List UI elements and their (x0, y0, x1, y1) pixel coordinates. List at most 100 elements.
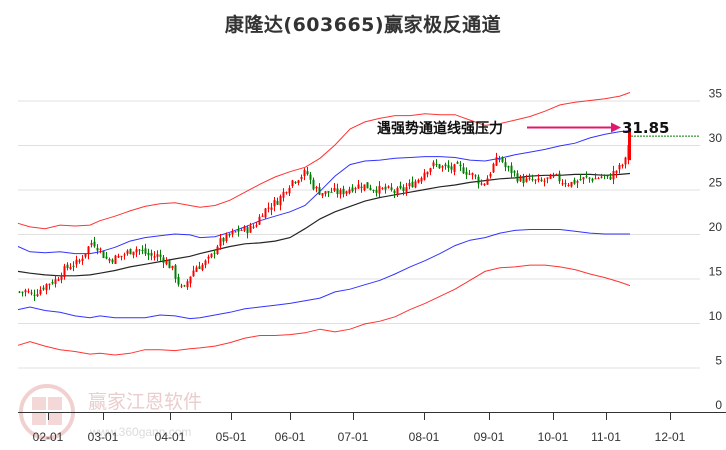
candle-body (270, 207, 273, 210)
candle-body (510, 165, 513, 174)
candle-body (123, 254, 126, 256)
candle-body (354, 188, 357, 190)
lower-inner-band (17, 229, 630, 320)
gridlines (18, 100, 700, 369)
candle-body (165, 260, 168, 265)
candle-body (570, 181, 573, 187)
candle-body (471, 173, 474, 176)
candle-body (435, 163, 438, 165)
y-tick-label: 10 (709, 309, 723, 323)
candle-body (429, 168, 432, 172)
candle-body (108, 258, 111, 261)
candle-body (303, 170, 306, 177)
candle-body (390, 187, 393, 190)
y-tick-label: 15 (709, 265, 723, 279)
candle-body (573, 179, 576, 184)
candle-body (522, 177, 525, 183)
candle-body (258, 216, 261, 225)
candle-body (291, 180, 294, 186)
candle-body (537, 178, 540, 181)
candle-body (177, 276, 180, 285)
candle-body (600, 176, 603, 178)
candle-body (591, 178, 594, 181)
candle-body (237, 229, 240, 232)
candle-body (150, 252, 153, 256)
candle-body (204, 260, 207, 265)
candle-body (126, 250, 129, 254)
candle-body (432, 162, 435, 167)
candle-body (135, 249, 138, 253)
candle-body (111, 259, 114, 263)
candle-body (267, 207, 270, 209)
candle-body (426, 171, 429, 175)
candle-body (216, 246, 219, 255)
candle-body (84, 253, 87, 257)
candle-body (609, 176, 612, 180)
candle-body (279, 196, 282, 206)
x-tick-label: 04-01 (155, 430, 186, 444)
candle-body (366, 182, 369, 189)
candle-body (249, 225, 252, 233)
candle-body (42, 287, 45, 290)
annotation-value: 31.85 (622, 119, 669, 137)
candle-body (330, 191, 333, 193)
candle-body (606, 175, 609, 177)
candle-body (369, 188, 372, 190)
candle-body (528, 177, 531, 179)
candle-body (246, 227, 249, 234)
candle-body (210, 253, 213, 258)
candle-body (525, 178, 528, 182)
candle-body (342, 188, 345, 195)
candle-body (531, 179, 534, 181)
candle-body (114, 255, 117, 265)
candle-body (453, 164, 456, 172)
candle-body (63, 266, 66, 278)
candle-body (483, 183, 486, 186)
candle-body (213, 252, 216, 254)
watermark-brand: 赢家江恩软件 (88, 391, 202, 413)
candle-body (288, 187, 291, 194)
candle-body (351, 187, 354, 192)
candle-body (315, 186, 318, 189)
candle-body (297, 180, 300, 184)
candle-body (624, 157, 627, 165)
candle-body (561, 183, 564, 185)
candle-body (552, 175, 555, 177)
upper-outer-band (17, 92, 631, 230)
candle-body (405, 187, 408, 192)
candle-body (414, 181, 417, 188)
x-tick-label: 05-01 (216, 430, 247, 444)
y-tick-label: 5 (715, 354, 722, 368)
candle-body (486, 178, 489, 185)
candle-body (318, 187, 321, 195)
candle-body (225, 234, 228, 242)
candle-body (240, 229, 243, 231)
candle-body (393, 190, 396, 194)
candle-body (132, 251, 135, 256)
candle-body (588, 177, 591, 179)
candle-body (507, 166, 510, 168)
chart-title: 康隆达(603665)赢家极反通道 (224, 14, 502, 36)
x-tick-label: 07-01 (338, 430, 369, 444)
x-tick-label: 06-01 (275, 430, 306, 444)
candle-body (444, 164, 447, 167)
candle-body (615, 170, 618, 173)
candle-body (39, 289, 42, 294)
candle-body (168, 260, 171, 269)
candle-body (57, 279, 60, 281)
candle-body (336, 188, 339, 194)
candle-body (540, 179, 543, 181)
candle-body (498, 158, 501, 160)
x-tick-label: 08-01 (409, 430, 440, 444)
candle-body (465, 171, 468, 175)
candle-body (468, 173, 471, 175)
candle-body (252, 226, 255, 228)
candle-body (381, 187, 384, 189)
candle-body (144, 248, 147, 254)
lower-outer-band (17, 264, 631, 356)
candle-body (138, 249, 141, 251)
watermark-url: www.360gann.com (89, 425, 191, 439)
candle-body (162, 257, 165, 263)
y-tick-label: 35 (709, 87, 723, 101)
candle-body (183, 285, 186, 287)
